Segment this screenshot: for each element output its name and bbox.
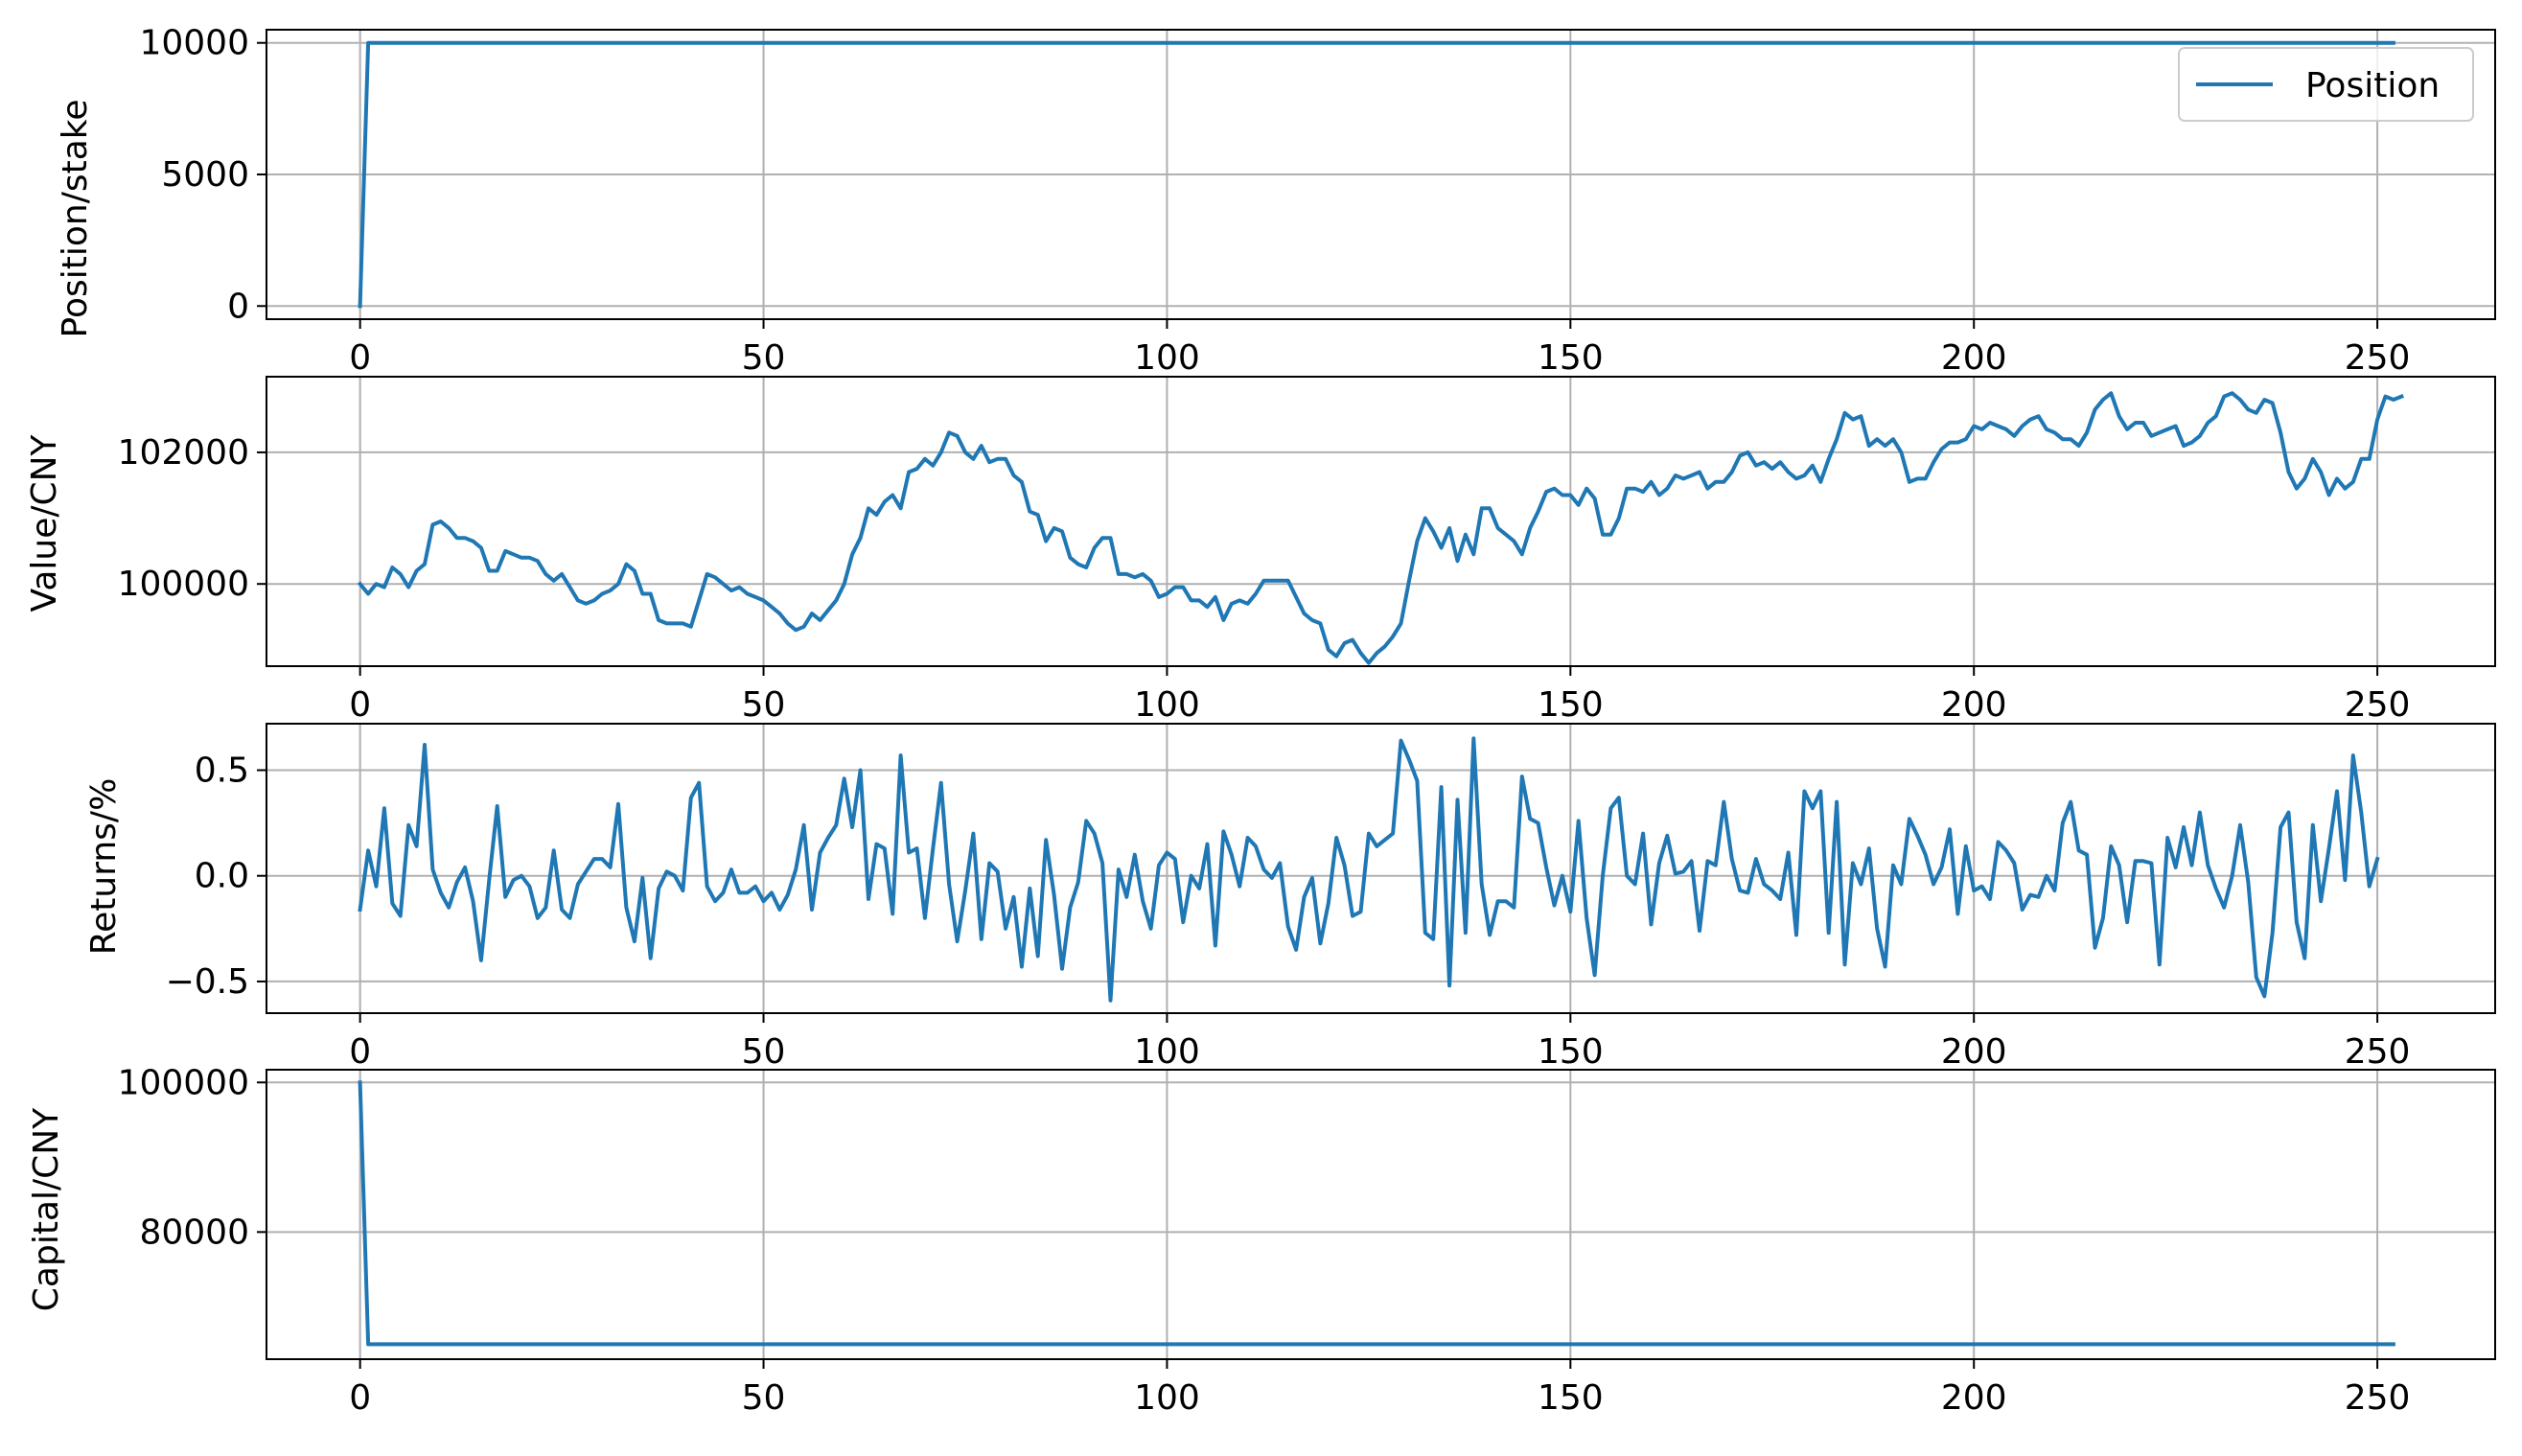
value-axes-frame — [266, 376, 2496, 667]
position-ytick-label: 5000 — [161, 155, 249, 195]
capital-ytick-label: 100000 — [118, 1063, 249, 1102]
position-xtick-label: 200 — [1941, 338, 2007, 378]
capital-xtick-label: 250 — [2345, 1378, 2411, 1418]
capital-axes-frame — [266, 1069, 2496, 1360]
capital-ylabel: Capital/CNY — [27, 1107, 66, 1311]
capital-xtick-label: 200 — [1941, 1378, 2007, 1418]
position-xtick-label: 250 — [2345, 338, 2411, 378]
value-subplot: Value/CNY 0 50 100 150 200 250 100000 102000 — [25, 376, 2496, 725]
returns-ytick-label: 0.0 — [195, 857, 249, 896]
capital-subplot: Capital/CNY 0 50 100 150 200 250 80000 100000 — [27, 1063, 2496, 1418]
value-series-line — [357, 391, 2404, 665]
capital-xtick-label: 0 — [349, 1378, 371, 1418]
returns-xtick-label: 100 — [1134, 1032, 1200, 1072]
returns-series-line — [358, 736, 2380, 1003]
value-xtick-label: 200 — [1941, 685, 2007, 725]
returns-grid — [266, 724, 2495, 1013]
value-ylabel: Value/CNY — [25, 433, 64, 612]
position-ylabel: Position/stake — [56, 100, 95, 338]
returns-ylabel: Returns/% — [84, 778, 124, 956]
returns-xtick-label: 200 — [1941, 1032, 2007, 1072]
value-xtick-label: 0 — [349, 685, 371, 725]
capital-xtick-label: 50 — [742, 1378, 786, 1418]
position-ytick-label: 0 — [227, 287, 249, 326]
returns-ytick-label: 0.5 — [195, 751, 249, 790]
legend-frame — [2178, 47, 2474, 122]
value-xtick-label: 100 — [1134, 685, 1200, 725]
returns-xtick-label: 250 — [2345, 1032, 2411, 1072]
value-ytick-label: 100000 — [118, 565, 249, 604]
capital-series-line — [358, 1080, 2395, 1347]
position-xtick-label: 0 — [349, 338, 371, 378]
returns-subplot: Returns/% 0 50 100 150 200 250 −0.5 0.0 0.5 — [84, 723, 2496, 1072]
returns-xtick-label: 0 — [349, 1032, 371, 1072]
value-ytick-label: 102000 — [118, 433, 249, 473]
returns-axes-frame — [266, 723, 2496, 1014]
position-xtick-label: 50 — [742, 338, 786, 378]
position-xtick-label: 100 — [1134, 338, 1200, 378]
returns-xtick-label: 50 — [742, 1032, 786, 1072]
position-series-line — [358, 40, 2395, 309]
returns-ytick-label: −0.5 — [166, 962, 249, 1002]
capital-xtick-label: 100 — [1134, 1378, 1200, 1418]
capital-xtick-label: 150 — [1538, 1378, 1604, 1418]
position-ytick-label: 10000 — [139, 24, 249, 63]
value-xtick-label: 50 — [742, 685, 786, 725]
value-xtick-label: 250 — [2345, 685, 2411, 725]
returns-xtick-label: 150 — [1538, 1032, 1604, 1072]
position-legend: Position — [2178, 47, 2474, 122]
position-axes-frame — [266, 29, 2496, 320]
capital-ytick-label: 80000 — [139, 1213, 249, 1252]
value-xtick-label: 150 — [1538, 685, 1604, 725]
position-xtick-label: 150 — [1538, 338, 1604, 378]
legend-label-position: Position — [2305, 66, 2440, 105]
